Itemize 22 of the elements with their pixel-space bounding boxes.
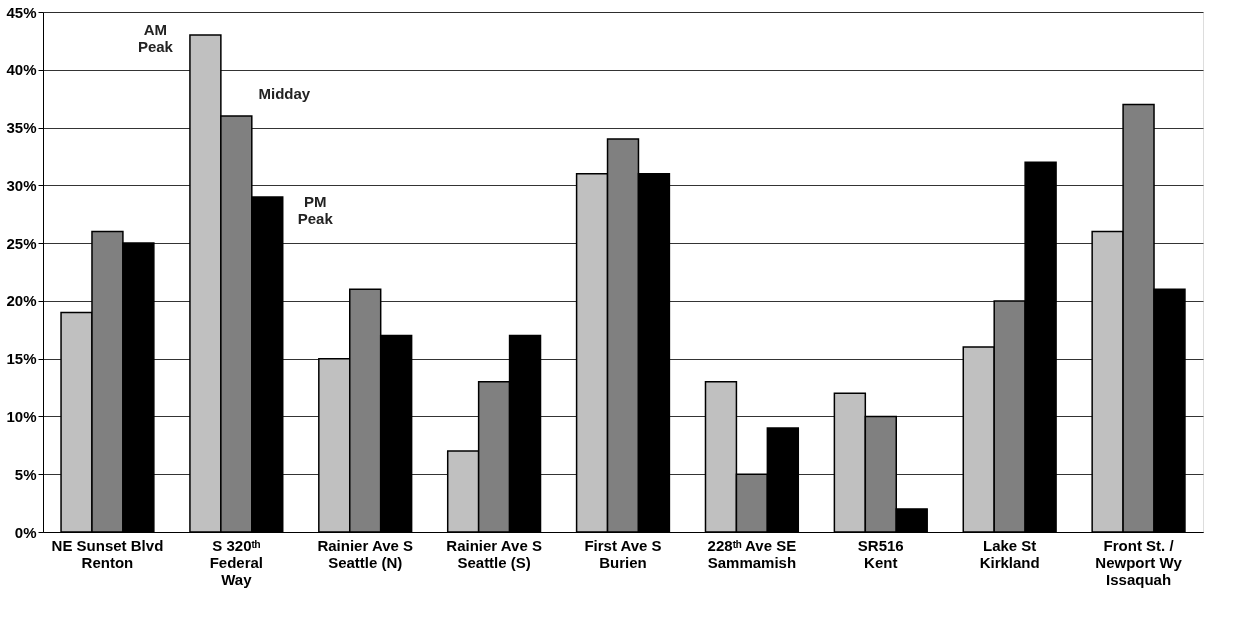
y-tick-label: 35% bbox=[6, 119, 37, 137]
y-tick-label: 0% bbox=[14, 523, 37, 541]
y-tick-label: 20% bbox=[6, 292, 37, 310]
x-tick-label: Front St. / Newport Wy Issaquah bbox=[1095, 536, 1183, 588]
x-tick-label: Rainier Ave S Seattle (N) bbox=[317, 536, 414, 571]
y-tick-label: 30% bbox=[6, 176, 37, 194]
x-tick-label: 228ᵗʰ Ave SE Sammamish bbox=[707, 536, 797, 571]
series-label: Midday bbox=[258, 85, 311, 102]
y-tick-label: 5% bbox=[14, 465, 37, 483]
series-label: AM Peak bbox=[137, 21, 174, 56]
x-tick-label: S 320ᵗʰ Federal Way bbox=[209, 536, 264, 588]
x-tick-label: Lake St Kirkland bbox=[979, 536, 1040, 571]
y-tick-label: 15% bbox=[6, 350, 37, 368]
y-tick-label: 40% bbox=[6, 61, 37, 79]
y-tick-label: 45% bbox=[6, 3, 37, 21]
x-tick-label: First Ave S Burien bbox=[584, 536, 662, 571]
y-tick-label: 10% bbox=[6, 407, 37, 425]
x-tick-label: SR516 Kent bbox=[857, 536, 904, 571]
y-tick-label: 25% bbox=[6, 234, 37, 252]
x-tick-label: NE Sunset Blvd Renton bbox=[51, 536, 164, 571]
series-label: PM Peak bbox=[297, 192, 334, 227]
x-tick-label: Rainier Ave S Seattle (S) bbox=[446, 536, 542, 571]
